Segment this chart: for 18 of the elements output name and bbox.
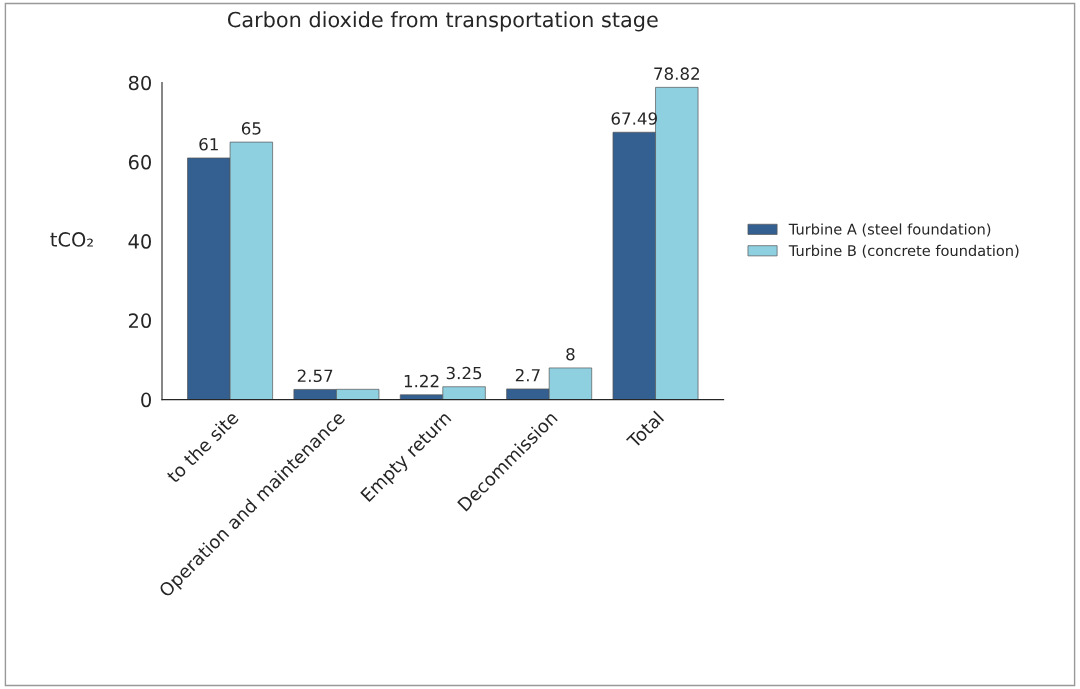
legend-label: Turbine A (steel foundation) <box>788 223 991 237</box>
data-label: 2.7 <box>515 368 540 382</box>
y-tick-label: 0 <box>141 392 151 408</box>
data-label: 8 <box>566 347 575 361</box>
y-tick-label: 80 <box>128 75 151 91</box>
data-label: 1.22 <box>404 374 439 388</box>
y-tick-label: 20 <box>128 313 151 329</box>
y-tick-label: 60 <box>128 154 151 170</box>
data-label: 61 <box>199 137 218 151</box>
data-label: 3.25 <box>446 366 482 380</box>
y-axis-title: tCO₂ <box>50 232 93 247</box>
data-label: 2.57 <box>297 369 333 383</box>
data-label: 65 <box>241 122 261 135</box>
y-tick-label: 40 <box>128 234 151 249</box>
x-tick-label: to the site <box>165 410 240 484</box>
chart-title: Carbon dioxide from transportation stage <box>227 11 658 32</box>
legend-label: Turbine B (concrete foundation) <box>788 244 1019 258</box>
data-label: 78.82 <box>654 67 699 80</box>
